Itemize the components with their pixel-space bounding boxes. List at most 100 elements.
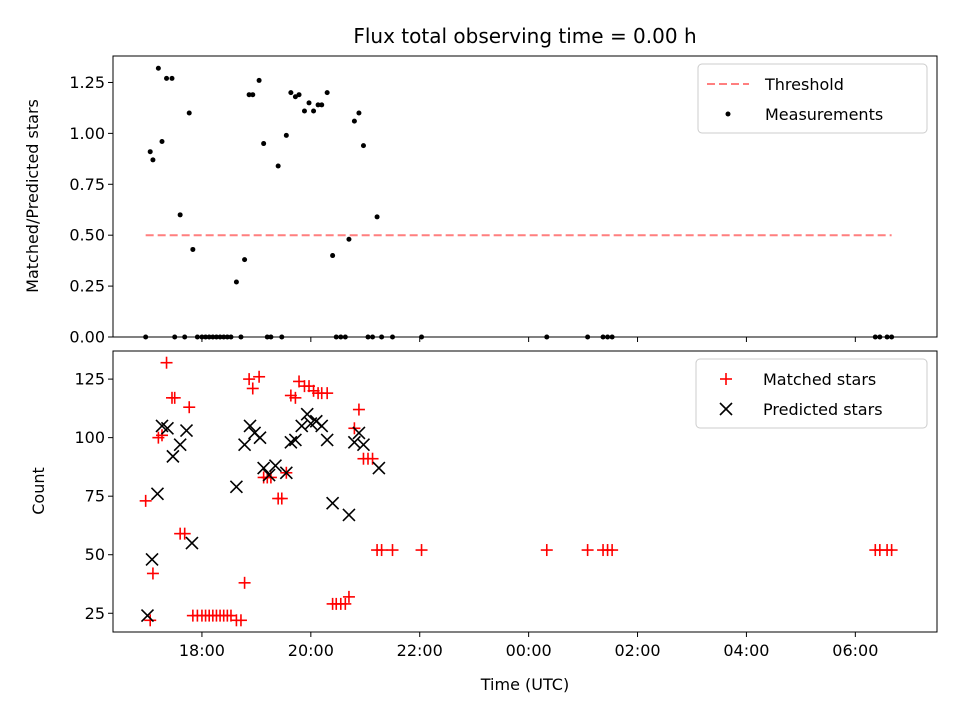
matched-stars-point	[160, 356, 173, 369]
measurement-point	[360, 143, 366, 149]
measurement-point	[292, 94, 298, 100]
predicted-stars-legend-label: Predicted stars	[763, 400, 883, 419]
bottom-ytick-label: 100	[74, 428, 105, 447]
top-chart-ylabel: Matched/Predicted stars	[23, 99, 42, 293]
bottom-chart-xlabel: Time (UTC)	[480, 675, 569, 694]
predicted-stars-series	[140, 407, 386, 623]
predicted-stars-point	[253, 431, 267, 445]
matched-stars-series	[139, 356, 898, 627]
matched-stars-point	[339, 597, 352, 610]
matched-stars-point	[234, 614, 247, 627]
top-ytick-label: 1.00	[69, 124, 105, 143]
predicted-stars-point	[279, 466, 293, 480]
measurement-point	[283, 132, 289, 138]
measurement-point	[177, 212, 183, 218]
bottom-xtick-label: 00:00	[506, 641, 552, 660]
bottom-chart-legend: Matched stars Predicted stars	[695, 358, 928, 429]
matched-stars-point	[253, 370, 266, 383]
predicted-stars-point	[145, 552, 159, 566]
predicted-stars-point	[262, 468, 276, 482]
predicted-stars-point	[166, 449, 180, 463]
predicted-stars-point	[295, 419, 309, 433]
matched-stars-point	[139, 494, 152, 507]
measurement-point	[356, 110, 362, 116]
predicted-stars-point	[288, 433, 302, 447]
top-legend-box	[697, 63, 928, 134]
matched-stars-point	[342, 590, 355, 603]
bottom-ytick-label: 75	[85, 487, 105, 506]
measurement-point	[261, 141, 267, 147]
matched-stars-point	[144, 614, 157, 627]
matched-stars-point	[146, 567, 159, 580]
bottom-ytick-label: 125	[74, 370, 105, 389]
matched-stars-point	[375, 544, 388, 557]
matched-stars-point	[352, 403, 365, 416]
predicted-stars-point	[268, 459, 283, 473]
matched-stars-point	[415, 544, 428, 557]
top-ytick-label: 0.50	[69, 226, 105, 245]
matched-stars-point	[606, 544, 619, 557]
matched-stars-point	[289, 391, 302, 404]
predicted-stars-point	[372, 461, 386, 475]
bottom-xtick-label: 22:00	[397, 641, 443, 660]
top-ytick-label: 1.25	[69, 73, 105, 92]
bottom-chart-frame	[112, 350, 938, 633]
bottom-chart-ticks: 25 50 75 100 125 18:00 20:00 22:00 00:00 02:00 04:…	[74, 370, 878, 660]
measurement-point	[233, 279, 239, 285]
predicted-stars-point	[160, 421, 175, 435]
bottom-xtick-label: 18:00	[179, 641, 225, 660]
predicted-stars-point	[347, 435, 361, 449]
matched-stars-point	[581, 544, 594, 557]
measurement-point	[351, 118, 357, 124]
top-chart-frame	[112, 55, 938, 338]
matched-stars-legend-swatch	[720, 373, 732, 385]
measurements-legend-label: Measurements	[765, 105, 883, 124]
measurement-point	[186, 110, 192, 116]
predicted-stars-point	[342, 508, 356, 522]
bottom-xtick-label: 20:00	[288, 641, 334, 660]
matched-stars-point	[246, 382, 259, 395]
predicted-stars-point	[185, 536, 199, 550]
matched-stars-point	[178, 527, 191, 540]
measurements-legend-swatch	[725, 111, 731, 117]
measurement-point	[159, 139, 165, 145]
matched-stars-point	[321, 387, 334, 400]
top-chart-ticks: 0.00 0.25 0.50 0.75 1.00 1.25	[69, 73, 856, 347]
measurement-point	[324, 90, 330, 96]
matched-stars-point	[275, 492, 288, 505]
predicted-stars-legend-swatch	[719, 402, 733, 416]
predicted-stars-point	[326, 496, 340, 510]
predicted-stars-point	[179, 424, 194, 438]
measurement-point	[306, 100, 312, 106]
bottom-xtick-label: 02:00	[614, 641, 660, 660]
measurement-point	[374, 214, 380, 220]
bottom-legend-box	[695, 358, 928, 429]
matched-stars-point	[243, 373, 256, 386]
measurement-point	[242, 257, 248, 263]
measurement-point	[250, 92, 256, 98]
matched-stars-point	[885, 544, 898, 557]
measurement-point	[275, 163, 281, 169]
measurement-point	[346, 236, 352, 242]
bottom-chart-plot-area	[139, 356, 898, 627]
bottom-chart-ylabel: Count	[29, 467, 48, 515]
top-chart-title: Flux total observing time = 0.00 h	[353, 24, 696, 48]
predicted-stars-point	[150, 487, 165, 501]
measurement-point	[256, 77, 262, 83]
predicted-stars-point	[300, 407, 314, 421]
top-ytick-label: 0.25	[69, 277, 105, 296]
top-ytick-label: 0.00	[69, 328, 105, 347]
measurement-point	[315, 102, 321, 108]
bottom-xtick-label: 04:00	[723, 641, 769, 660]
measurement-point	[330, 253, 336, 259]
bottom-xtick-label: 06:00	[832, 641, 878, 660]
measurement-point	[246, 92, 252, 98]
bottom-ytick-label: 25	[85, 604, 105, 623]
predicted-stars-point	[229, 480, 243, 494]
measurement-point	[169, 75, 175, 81]
predicted-stars-point	[320, 433, 334, 447]
matched-stars-point	[238, 576, 251, 589]
matched-stars-point	[183, 401, 196, 414]
predicted-stars-point	[140, 609, 155, 623]
